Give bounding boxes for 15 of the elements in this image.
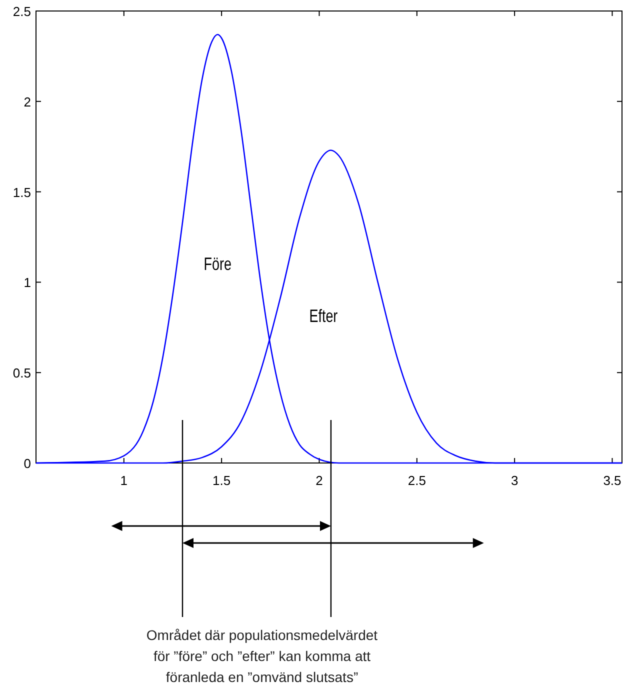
y-tick-label: 0 (24, 456, 31, 471)
x-tick-label: 1.5 (212, 473, 231, 488)
x-tick-label: 3.5 (603, 473, 622, 488)
y-tick-label: 2.5 (12, 4, 31, 19)
series-label: Efter (309, 308, 338, 327)
series-label: Före (204, 255, 232, 275)
x-tick-label: 2.5 (408, 473, 426, 488)
text: Området där populationsmedelvärdet för ”före” och ”efter” kan komma att föranleda en ”omvänd slutsats” (146, 627, 378, 685)
y-tick-label: 1 (24, 275, 31, 290)
y-tick-label: 2 (24, 94, 31, 110)
x-tick-label: 1 (120, 473, 128, 488)
x-tick-label: 2 (316, 473, 323, 488)
y-tick-label: 1.5 (12, 184, 31, 200)
y-tick-label: 0.5 (12, 366, 31, 381)
x-tick-label: 3 (510, 473, 518, 488)
